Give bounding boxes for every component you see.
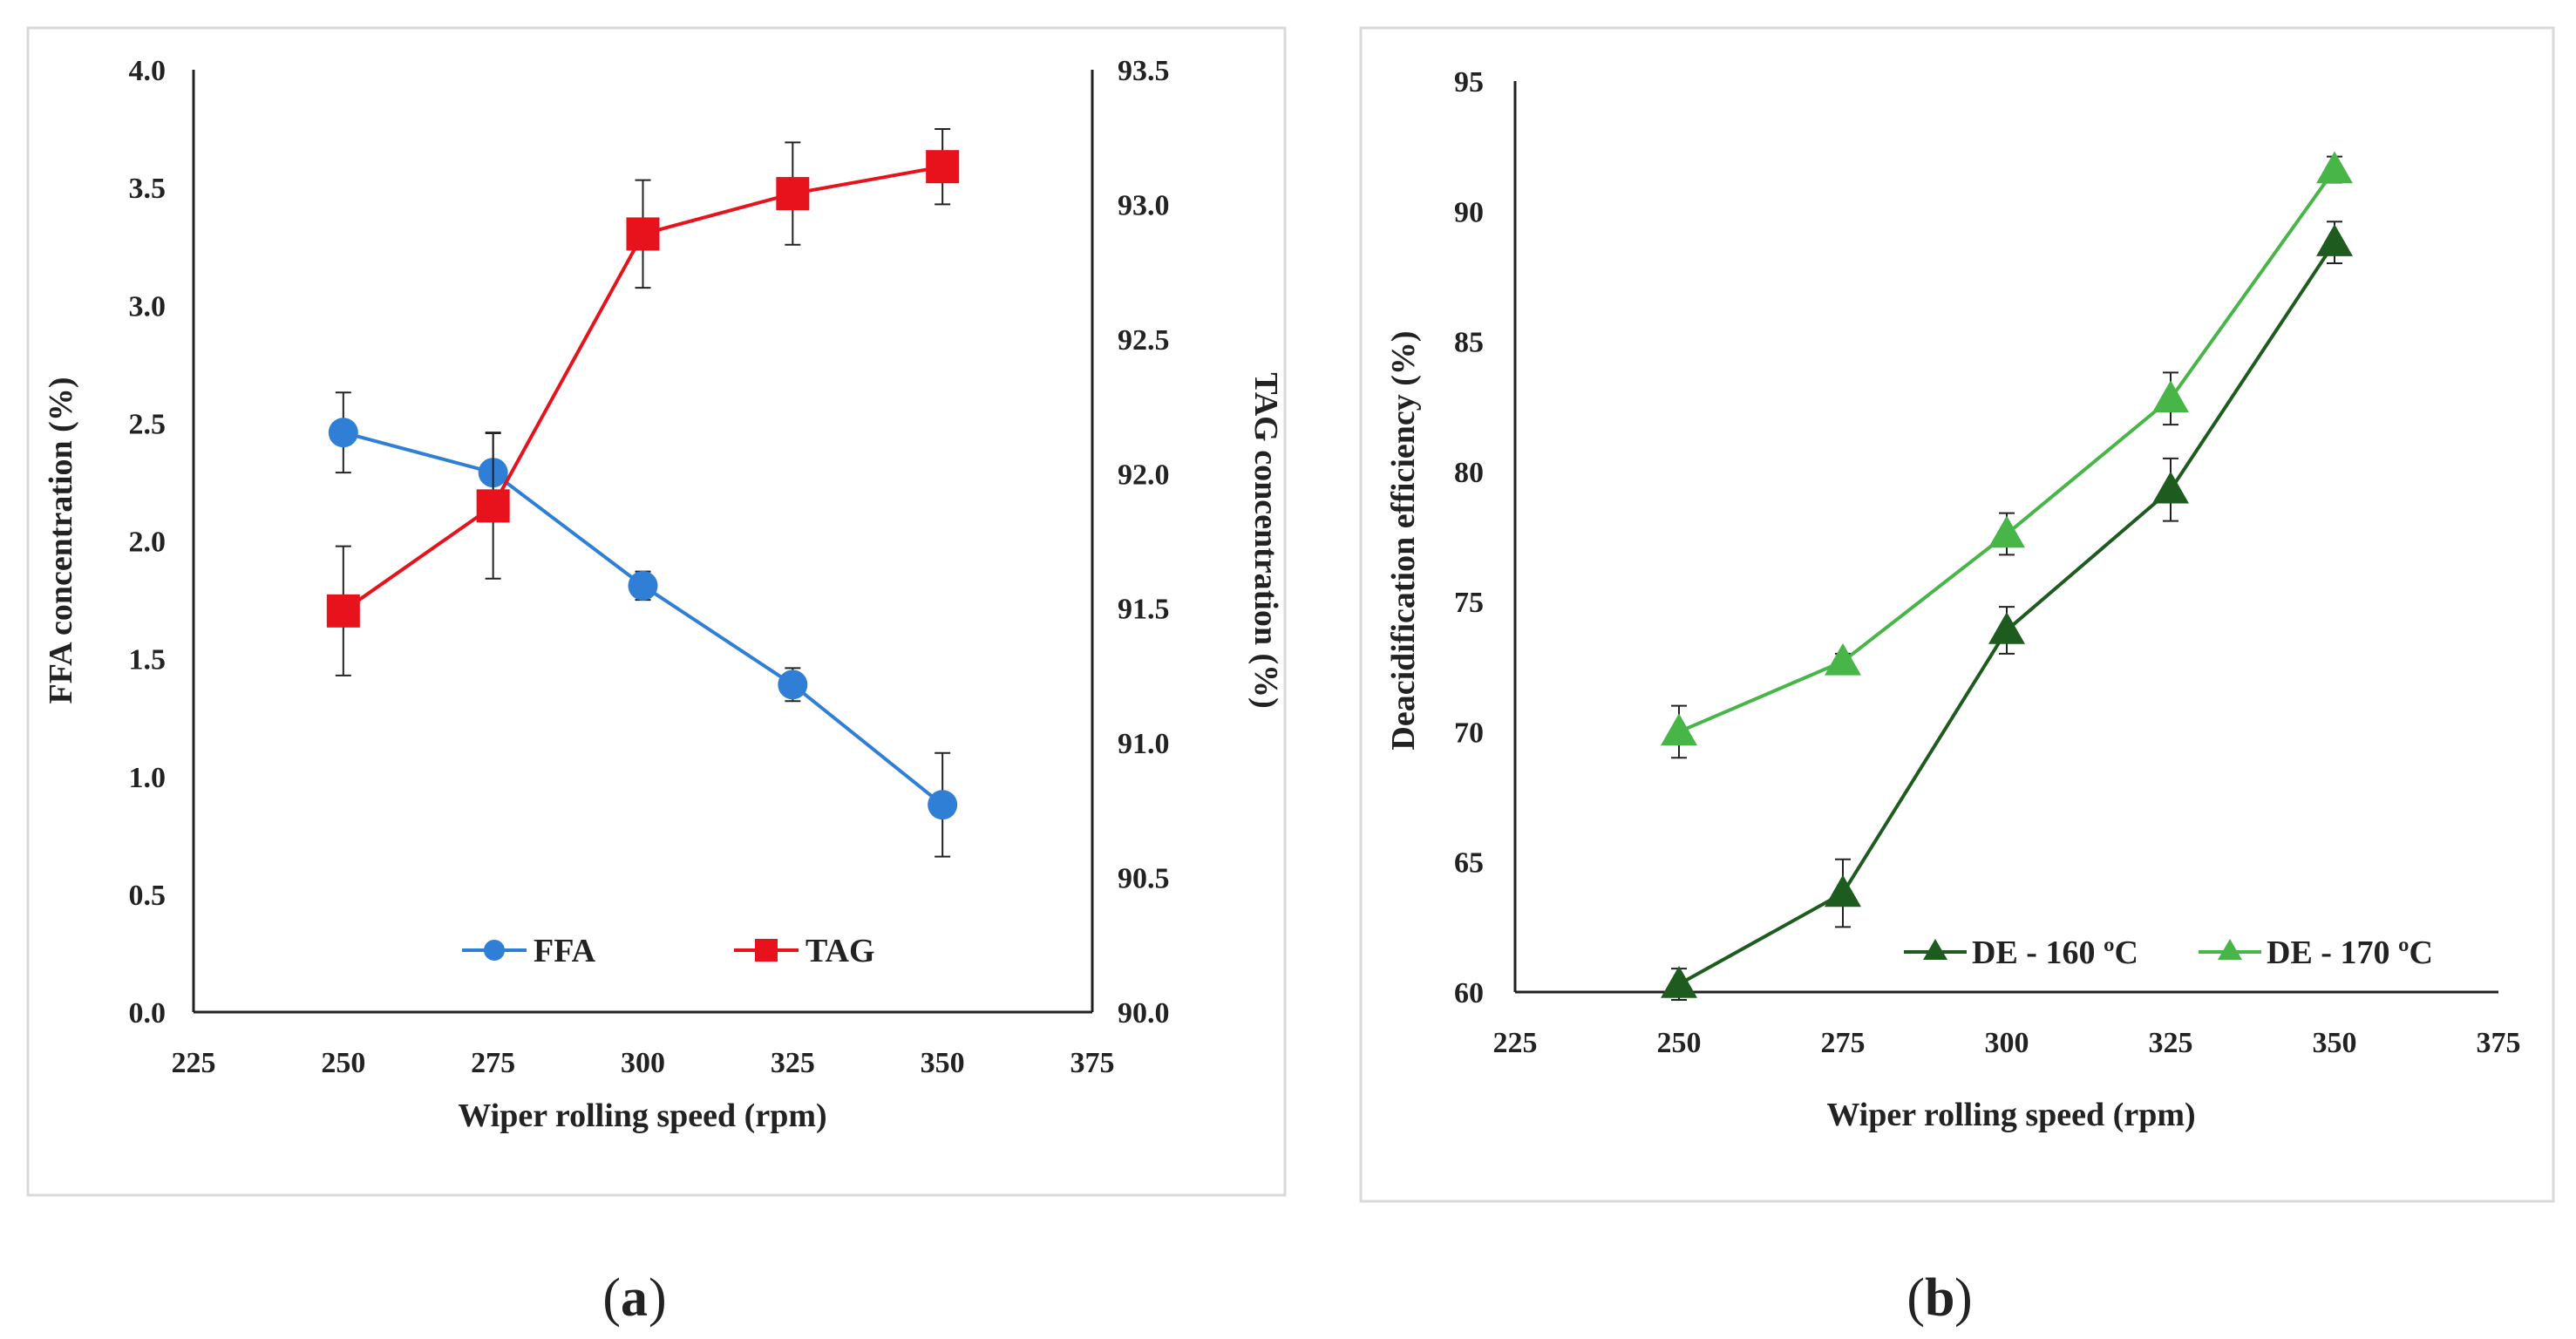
- y-tick-label: 70: [1454, 717, 1484, 749]
- y2-tick-label: 92.5: [1118, 324, 1170, 357]
- panel-a-series-1-point: [926, 150, 960, 184]
- legend-de170-label: DE - 170 ºC: [2267, 935, 2433, 971]
- y-tick-label: 90: [1454, 196, 1484, 228]
- caption-a-letter: a: [621, 1268, 648, 1328]
- panel-a-x-axis-label: Wiper rolling speed (rpm): [458, 1098, 826, 1134]
- panel-a-series-0-point: [778, 670, 808, 700]
- y2-tick-label: 93.5: [1118, 55, 1170, 87]
- x-tick-label: 375: [2477, 1027, 2521, 1059]
- y-tick-label: 85: [1454, 327, 1484, 359]
- y-tick-label: 4.0: [129, 55, 167, 87]
- svg-text:(: (: [602, 1268, 621, 1328]
- legend-de160-label: DE - 160 ºC: [1972, 935, 2138, 971]
- panel-b-series-1-point: [1825, 642, 1861, 676]
- panel-b-series-1-point: [2152, 380, 2189, 413]
- panel-b-series-1: [1661, 151, 2353, 759]
- svg-text:): ): [1954, 1268, 1973, 1328]
- panel-a-series-0-point: [328, 418, 358, 448]
- x-tick-label: 375: [1071, 1047, 1115, 1079]
- panel-b-deacidification-chart: 225 250 275 300 325 350 375 60 65 70 75 80 85 90 95 W…: [1359, 26, 2555, 1203]
- y-tick-label: 2.0: [129, 527, 167, 559]
- panel-b-series-0-point: [1661, 966, 1697, 998]
- panel-a-border: [26, 26, 1287, 1197]
- panel-b-border: [1359, 26, 2555, 1203]
- panel-a-series-0-point: [628, 570, 658, 601]
- y2-tick-label: 91.5: [1118, 594, 1170, 626]
- panel-b-y-tick-labels: 60 65 70 75 80 85 90 95: [1454, 66, 1484, 1009]
- y-tick-label: 0.0: [129, 997, 167, 1030]
- x-tick-label: 350: [921, 1047, 965, 1079]
- panel-b-series: [1661, 151, 2353, 1001]
- y-tick-label: 80: [1454, 457, 1484, 489]
- y-tick-label: 3.0: [129, 290, 167, 323]
- panel-a-series-1-point: [326, 594, 360, 628]
- y2-tick-label: 90.0: [1118, 997, 1170, 1030]
- legend-ffa-label: FFA: [534, 933, 596, 969]
- y-tick-label: 2.5: [129, 408, 167, 440]
- y2-tick-label: 90.5: [1118, 863, 1170, 895]
- panel-b-series-0-point: [1988, 611, 2025, 644]
- svg-text:): ): [649, 1268, 667, 1328]
- panel-b-series-0-point: [1825, 874, 1861, 907]
- y-tick-label: 75: [1454, 587, 1484, 619]
- legend-ffa-marker: [484, 940, 505, 961]
- caption-a: ( a ): [602, 1268, 666, 1328]
- panel-a-series-1-point: [476, 489, 510, 523]
- panel-a-series: [326, 127, 960, 858]
- panel-a-series-1-point: [626, 217, 660, 251]
- panel-b-x-tick-labels: 225 250 275 300 325 350 375: [1493, 1027, 2521, 1059]
- panel-b-series-1-point: [1661, 713, 1697, 746]
- y2-tick-label: 93.0: [1118, 189, 1170, 221]
- y-tick-label: 95: [1454, 66, 1484, 99]
- panel-b-series-0-point: [2316, 224, 2353, 256]
- legend-tag-label: TAG: [805, 933, 875, 969]
- legend-de170-marker: [2218, 939, 2242, 960]
- caption-b: ( b ): [1907, 1268, 1972, 1328]
- panel-a-series-0-line: [343, 431, 944, 806]
- x-tick-label: 275: [471, 1047, 515, 1079]
- x-tick-label: 300: [1985, 1027, 2029, 1059]
- svg-text:(: (: [1907, 1268, 1925, 1328]
- panel-b-legend: DE - 160 ºC DE - 170 ºC: [1904, 935, 2433, 971]
- panel-a-y-tick-labels: 0.0 0.5 1.0 1.5 2.0 2.5 3.0 3.5 4.0: [129, 55, 167, 1030]
- y-tick-label: 60: [1454, 977, 1484, 1009]
- x-tick-label: 250: [321, 1047, 365, 1079]
- x-tick-label: 275: [1821, 1027, 1866, 1059]
- panel-b-series-1-point: [1988, 515, 2025, 548]
- y2-tick-label: 91.0: [1118, 728, 1170, 760]
- panel-b-x-axis-label: Wiper rolling speed (rpm): [1826, 1097, 2195, 1133]
- panel-a-y2-axis-label: TAG concentration (%): [1247, 372, 1284, 709]
- x-tick-label: 300: [621, 1047, 665, 1079]
- x-tick-label: 225: [172, 1047, 216, 1079]
- panel-a-y2-tick-labels: 90.0 90.5 91.0 91.5 92.0 92.5 93.0 93.5: [1118, 55, 1170, 1030]
- caption-b-letter: b: [1925, 1268, 1954, 1328]
- panel-a-ffa-tag-chart: 225 250 275 300 325 350 375 0.0 0.5 1.0 1.5 2.0 2.5…: [26, 26, 1287, 1197]
- legend-tag-marker: [755, 939, 778, 962]
- panel-a-series-0-point: [928, 790, 958, 820]
- panel-a-legend: FFA TAG: [462, 933, 875, 969]
- x-tick-label: 250: [1657, 1027, 1702, 1059]
- panel-b-series-0-point: [2152, 471, 2189, 504]
- y-tick-label: 1.0: [129, 762, 167, 794]
- panel-a-series-1-point: [776, 177, 810, 211]
- y-tick-label: 0.5: [129, 880, 167, 912]
- y-tick-label: 1.5: [129, 644, 167, 676]
- x-tick-label: 350: [2313, 1027, 2357, 1059]
- panel-a-series-0: [328, 391, 958, 858]
- y-tick-label: 3.5: [129, 173, 167, 205]
- y2-tick-label: 92.0: [1118, 459, 1170, 491]
- legend-de160-marker: [1923, 939, 1947, 960]
- panel-b-y-axis-label: Deacidification efficiency (%): [1385, 330, 1422, 750]
- panel-b-series-0: [1661, 221, 2353, 1001]
- x-tick-label: 325: [771, 1047, 815, 1079]
- panel-a-x-tick-labels: 225 250 275 300 325 350 375: [172, 1047, 1115, 1079]
- x-tick-label: 225: [1493, 1027, 1538, 1059]
- panel-a-y-axis-label: FFA concentration (%): [43, 377, 79, 704]
- y-tick-label: 65: [1454, 847, 1484, 880]
- x-tick-label: 325: [2149, 1027, 2193, 1059]
- panel-b-series-1-point: [2316, 151, 2353, 184]
- panel-a-series-1: [326, 127, 960, 676]
